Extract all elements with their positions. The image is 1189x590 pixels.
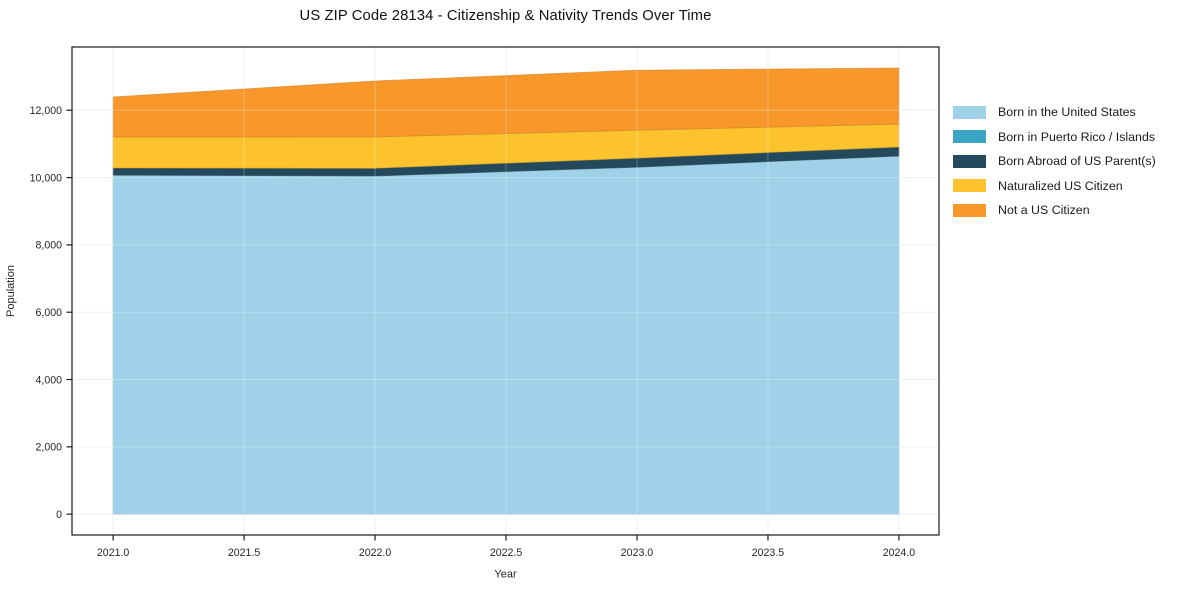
- x-tick-label: 2022.0: [359, 547, 392, 559]
- y-tick-label: 12,000: [30, 105, 63, 117]
- x-axis-ticks: 2021.0 2021.5 2022.0 2022.5 2023.0 2023.5 2024…: [97, 535, 915, 559]
- y-tick-label: 0: [56, 509, 62, 521]
- grid-over: [72, 47, 939, 535]
- legend-item-label: Born in the United States: [998, 105, 1136, 119]
- x-tick-label: 2023.0: [621, 547, 654, 559]
- area-series-5: [112, 67, 900, 138]
- y-axis-label: Population: [5, 265, 17, 317]
- chart-title: US ZIP Code 28134 - Citizenship & Nativi…: [299, 8, 712, 24]
- legend-item: Not a US Citizen: [953, 203, 1156, 217]
- legend-item-label: Naturalized US Citizen: [998, 178, 1123, 193]
- y-tick-label: 2,000: [35, 442, 62, 454]
- legend-swatch: [953, 130, 986, 143]
- legend-swatch: [953, 105, 986, 119]
- legend-item: Born in the United States: [953, 105, 1156, 119]
- x-tick-label: 2024.0: [883, 547, 916, 559]
- legend-item: Born Abroad of US Parent(s): [953, 154, 1156, 168]
- y-tick-label: 4,000: [35, 374, 62, 386]
- x-axis-label: Year: [494, 569, 517, 581]
- x-tick-label: 2021.0: [97, 547, 130, 559]
- y-tick-label: 8,000: [35, 240, 62, 252]
- legend-item: Born in Puerto Rico / Islands: [953, 130, 1156, 144]
- x-tick-label: 2021.5: [228, 547, 261, 559]
- legend-swatch: [953, 179, 986, 192]
- legend-swatch: [953, 154, 986, 168]
- y-tick-label: 6,000: [35, 307, 62, 319]
- x-tick-label: 2023.5: [752, 547, 785, 559]
- legend-item-label: Born in Puerto Rico / Islands: [998, 129, 1156, 144]
- legend-item-label: Not a US Citizen: [998, 203, 1090, 217]
- legend-item: Naturalized US Citizen: [953, 179, 1156, 193]
- area-series-group: [112, 67, 900, 515]
- y-tick-label: 10,000: [30, 172, 63, 184]
- y-axis-ticks: 0 2,000 4,000 6,000 8,000 10,000 12,000: [30, 105, 72, 521]
- x-tick-label: 2022.5: [490, 547, 523, 559]
- legend-swatch: [953, 203, 986, 217]
- legend-item-label: Born Abroad of US Parent(s): [998, 154, 1156, 168]
- legend: Born in the United States Born in Puerto …: [953, 105, 1156, 228]
